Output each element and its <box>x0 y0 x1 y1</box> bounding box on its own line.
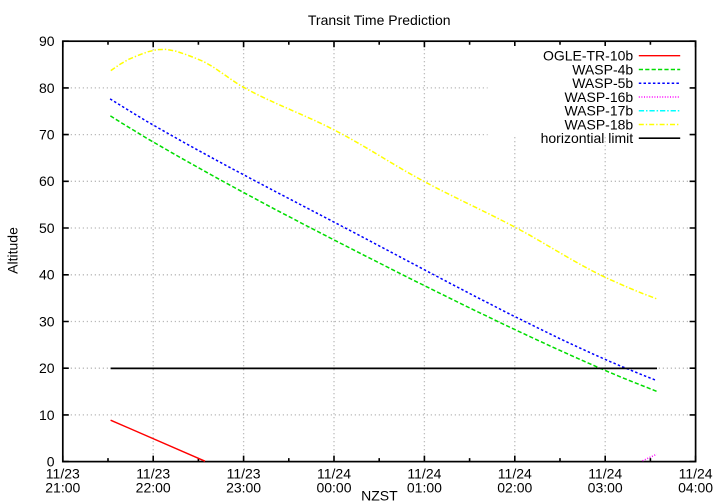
svg-text:11/24: 11/24 <box>498 465 532 481</box>
svg-text:WASP-17b: WASP-17b <box>564 103 633 119</box>
svg-text:70: 70 <box>39 127 55 143</box>
svg-text:50: 50 <box>39 220 55 236</box>
svg-text:04:00: 04:00 <box>678 479 713 495</box>
svg-text:Altitude: Altitude <box>5 227 21 274</box>
svg-text:NZST: NZST <box>361 487 398 503</box>
svg-text:OGLE-TR-10b: OGLE-TR-10b <box>543 48 633 64</box>
svg-text:11/23: 11/23 <box>136 465 170 481</box>
svg-text:10: 10 <box>39 407 55 423</box>
svg-text:60: 60 <box>39 173 55 189</box>
svg-text:WASP-4b: WASP-4b <box>572 61 633 77</box>
svg-text:WASP-5b: WASP-5b <box>572 75 633 91</box>
svg-text:11/24: 11/24 <box>407 465 441 481</box>
svg-text:21:00: 21:00 <box>45 479 80 495</box>
svg-text:02:00: 02:00 <box>497 479 532 495</box>
svg-text:20: 20 <box>39 360 55 376</box>
svg-text:03:00: 03:00 <box>588 479 623 495</box>
svg-text:22:00: 22:00 <box>136 479 171 495</box>
svg-text:80: 80 <box>39 80 55 96</box>
svg-text:11/23: 11/23 <box>227 465 261 481</box>
svg-text:11/24: 11/24 <box>679 465 713 481</box>
svg-text:40: 40 <box>39 267 55 283</box>
svg-text:WASP-16b: WASP-16b <box>564 89 633 105</box>
svg-text:23:00: 23:00 <box>226 479 261 495</box>
svg-text:11/24: 11/24 <box>317 465 351 481</box>
svg-text:00:00: 00:00 <box>316 479 351 495</box>
svg-text:0: 0 <box>47 454 55 470</box>
svg-text:WASP-18b: WASP-18b <box>564 116 633 132</box>
svg-text:01:00: 01:00 <box>407 479 442 495</box>
svg-text:11/24: 11/24 <box>588 465 622 481</box>
svg-text:Transit Time Prediction: Transit Time Prediction <box>308 12 451 28</box>
svg-text:90: 90 <box>39 33 55 49</box>
svg-text:horizontial limit: horizontial limit <box>541 130 634 146</box>
svg-text:30: 30 <box>39 313 55 329</box>
svg-text:11/23: 11/23 <box>46 465 80 481</box>
